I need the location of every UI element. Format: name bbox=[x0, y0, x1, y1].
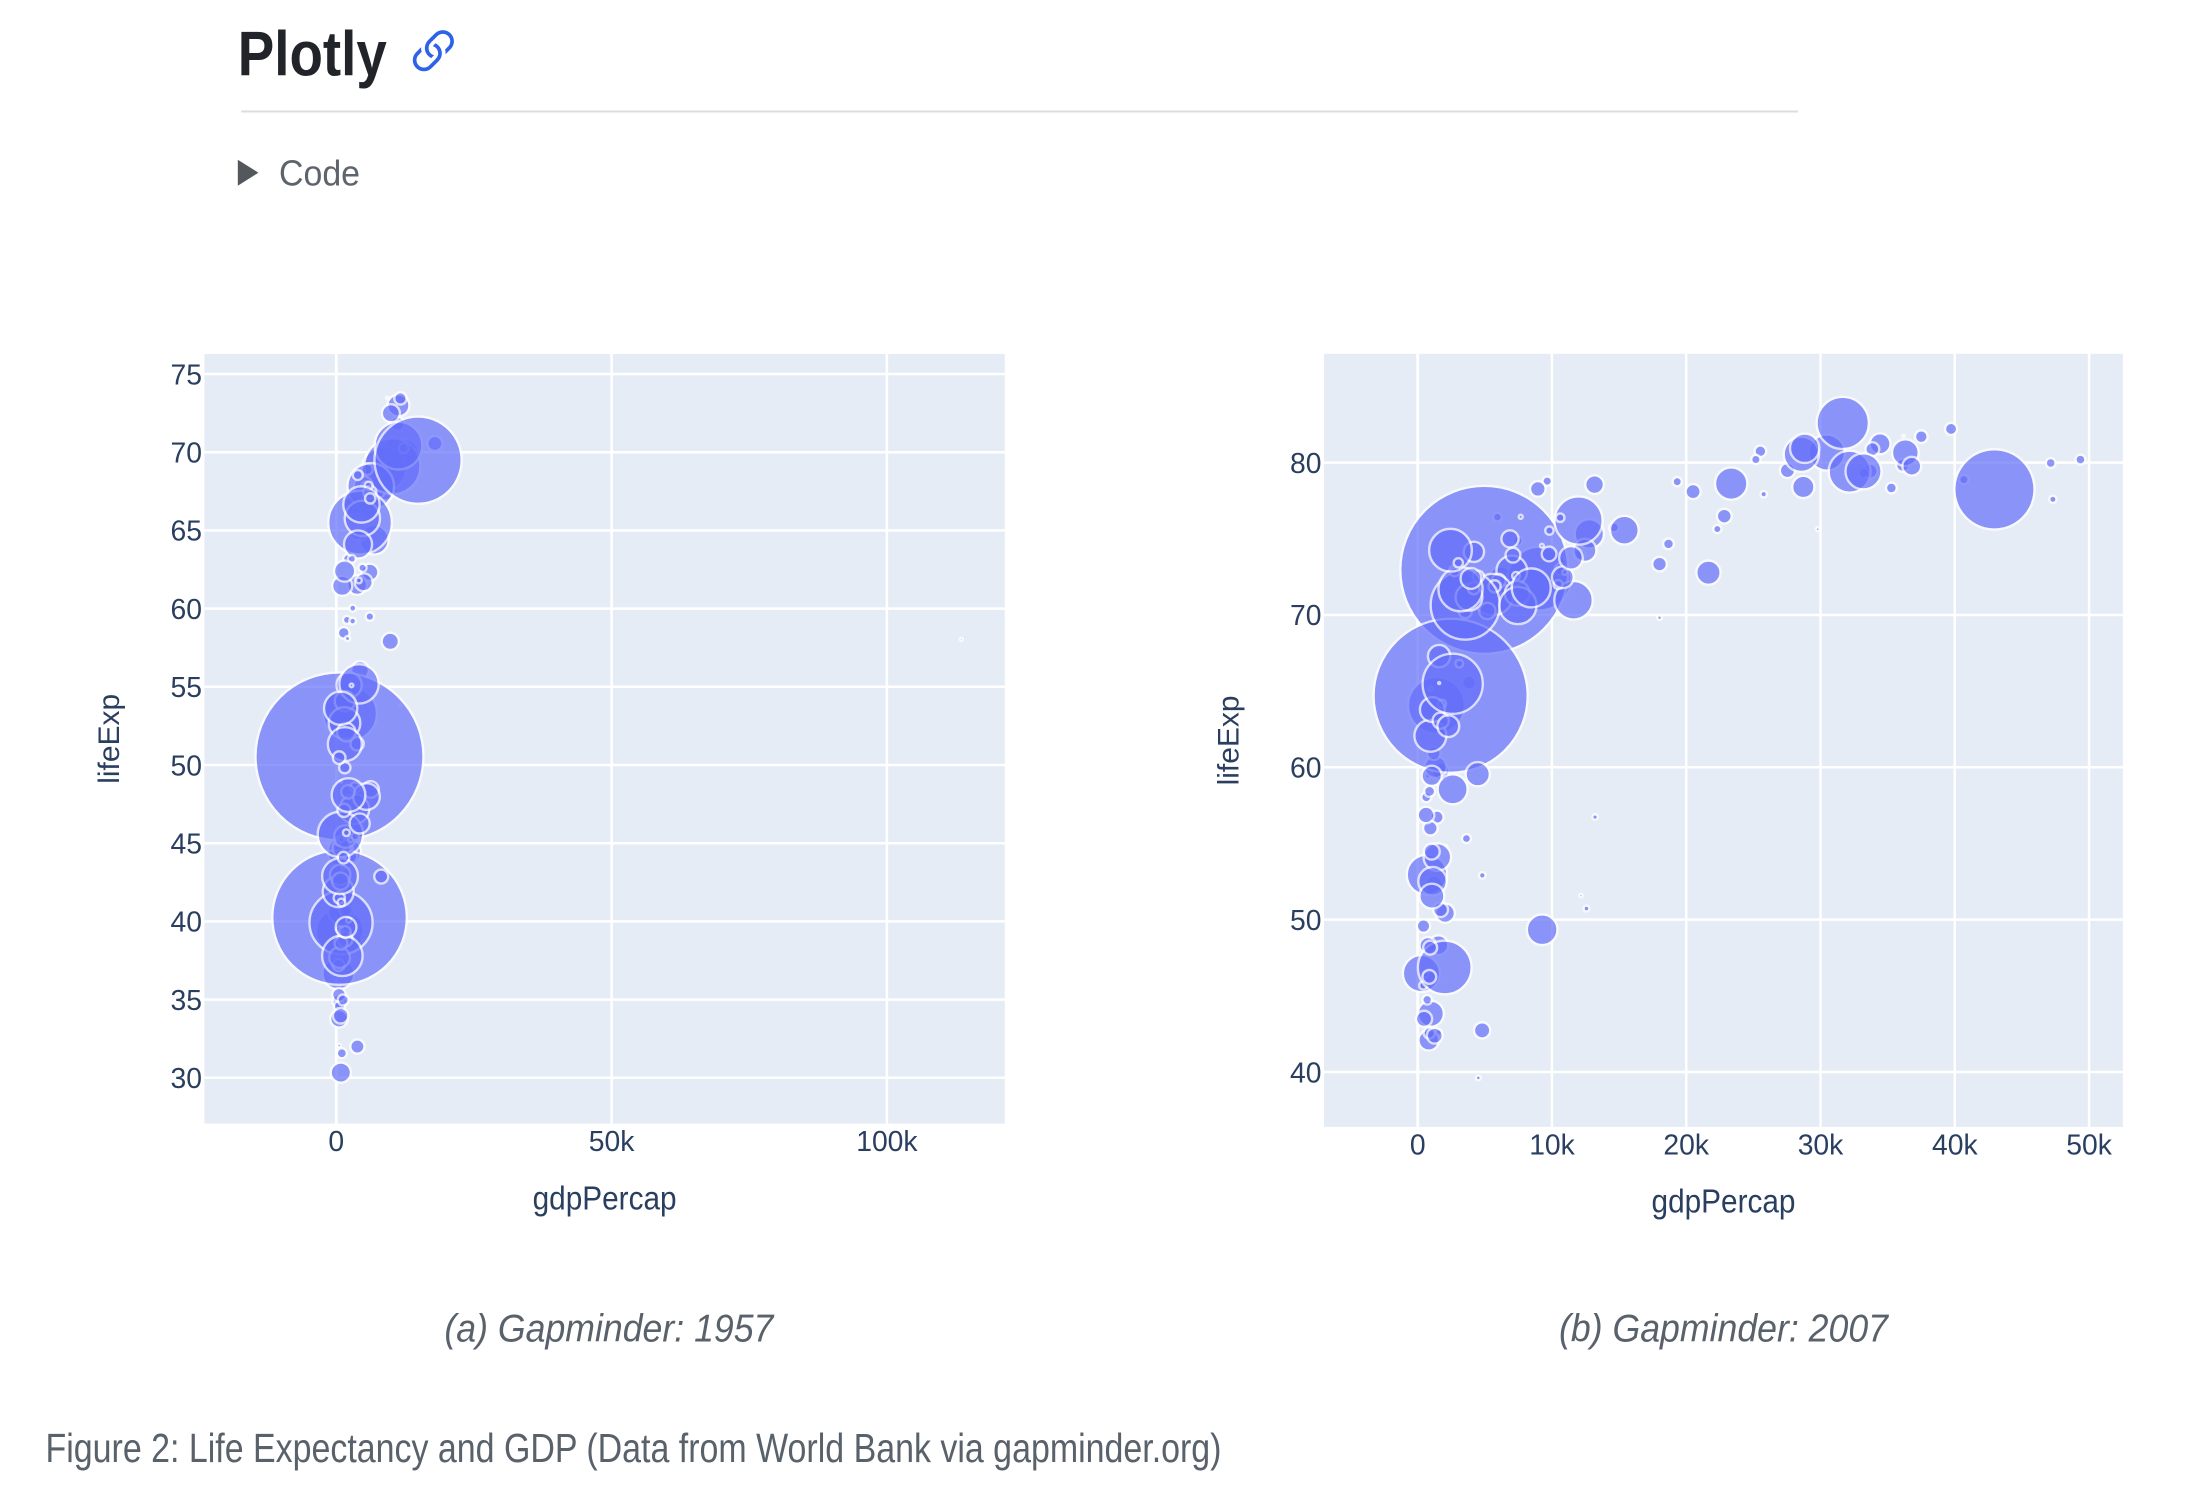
svg-text:Plotly: Plotly bbox=[238, 20, 387, 90]
svg-text:0: 0 bbox=[1410, 1128, 1426, 1160]
svg-text:10k: 10k bbox=[1529, 1128, 1575, 1160]
svg-text:30: 30 bbox=[171, 1062, 202, 1094]
svg-text:40: 40 bbox=[1290, 1056, 1321, 1088]
svg-text:80: 80 bbox=[1290, 447, 1321, 479]
svg-text:lifeExp: lifeExp bbox=[1213, 695, 1246, 785]
svg-text:40k: 40k bbox=[1932, 1128, 1978, 1160]
svg-text:50: 50 bbox=[1290, 904, 1321, 936]
svg-text:75: 75 bbox=[171, 358, 202, 390]
svg-text:(b) Gapminder: 2007: (b) Gapminder: 2007 bbox=[1559, 1308, 1889, 1351]
svg-text:gdpPercap: gdpPercap bbox=[1652, 1183, 1796, 1220]
svg-text:(a) Gapminder: 1957: (a) Gapminder: 1957 bbox=[444, 1308, 774, 1351]
svg-text:Code: Code bbox=[279, 153, 360, 194]
svg-text:30k: 30k bbox=[1798, 1128, 1844, 1160]
svg-text:55: 55 bbox=[171, 671, 202, 703]
svg-text:40: 40 bbox=[171, 906, 202, 938]
svg-text:20k: 20k bbox=[1663, 1128, 1709, 1160]
svg-text:45: 45 bbox=[171, 828, 202, 860]
svg-text:gdpPercap: gdpPercap bbox=[533, 1179, 677, 1216]
svg-text:0: 0 bbox=[328, 1125, 344, 1157]
svg-text:50k: 50k bbox=[2066, 1128, 2112, 1160]
svg-text:100k: 100k bbox=[856, 1125, 918, 1157]
svg-text:50k: 50k bbox=[589, 1125, 635, 1157]
svg-text:70: 70 bbox=[171, 437, 202, 469]
svg-text:35: 35 bbox=[171, 984, 202, 1016]
svg-text:50: 50 bbox=[171, 749, 202, 781]
svg-text:60: 60 bbox=[1290, 752, 1321, 784]
svg-text:60: 60 bbox=[171, 593, 202, 625]
svg-text:65: 65 bbox=[171, 515, 202, 547]
svg-text:70: 70 bbox=[1290, 599, 1321, 631]
svg-text:Figure 2: Life Expectancy and: Figure 2: Life Expectancy and GDP (Data … bbox=[46, 1425, 1222, 1471]
svg-text:lifeExp: lifeExp bbox=[93, 694, 126, 784]
